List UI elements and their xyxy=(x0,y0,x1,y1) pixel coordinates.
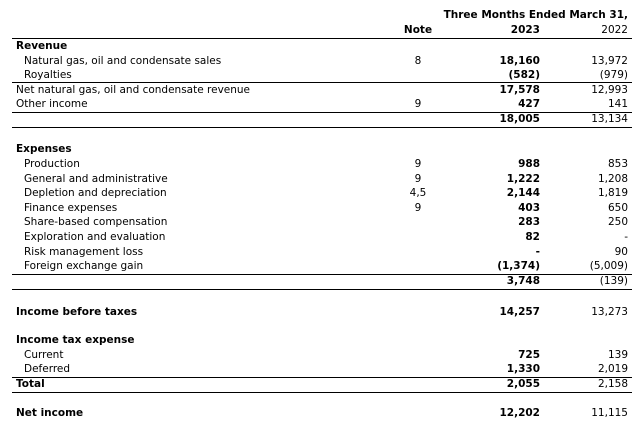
amount-2022: 1,819 xyxy=(597,187,628,199)
row-label: Depletion and depreciation xyxy=(24,187,167,199)
amount-2022: 13,972 xyxy=(591,55,628,67)
note-ref: 4,5 xyxy=(409,187,427,199)
year-heading: 2022 xyxy=(601,24,628,36)
amount-2022: 2,019 xyxy=(597,363,628,375)
row-label: Expenses xyxy=(16,143,72,155)
amount-2022: (139) xyxy=(599,275,628,287)
year-heading: 2023 xyxy=(510,24,540,36)
row-label: Total xyxy=(16,378,45,390)
amount-2022: (5,009) xyxy=(589,260,628,272)
amount-2022: 139 xyxy=(607,349,628,361)
row-label: Net natural gas, oil and condensate reve… xyxy=(16,84,251,96)
amount-2023: 1,330 xyxy=(506,363,540,375)
amount-2023: 18,005 xyxy=(499,113,540,125)
note-ref: 9 xyxy=(414,202,422,214)
amount-2023: 2,055 xyxy=(506,378,540,390)
rule xyxy=(12,127,632,128)
amount-2023: 82 xyxy=(525,231,540,243)
amount-2023: 988 xyxy=(518,158,540,170)
row-label: Revenue xyxy=(16,40,68,52)
amount-2023: 283 xyxy=(518,216,540,228)
note-ref: 9 xyxy=(414,173,422,185)
note-ref: 9 xyxy=(414,98,422,110)
row-label: Income before taxes xyxy=(16,306,138,318)
row-label: General and administrative xyxy=(24,173,168,185)
amount-2022: - xyxy=(624,231,628,243)
rule xyxy=(12,38,632,39)
row-label: Natural gas, oil and condensate sales xyxy=(24,55,222,67)
rule xyxy=(12,289,632,290)
rule xyxy=(12,112,632,113)
row-label: Exploration and evaluation xyxy=(24,231,166,243)
row-label: Foreign exchange gain xyxy=(24,260,144,272)
amount-2023: 2,144 xyxy=(506,187,540,199)
amount-2023: 17,578 xyxy=(499,84,540,96)
note-ref: 8 xyxy=(414,55,422,67)
amount-2023: (582) xyxy=(508,69,540,81)
amount-2023: 725 xyxy=(518,349,540,361)
row-label: Risk management loss xyxy=(24,246,144,258)
amount-2022: 141 xyxy=(607,98,628,110)
amount-2022: 2,158 xyxy=(597,378,628,390)
row-label: Share-based compensation xyxy=(24,216,168,228)
row-label: Production xyxy=(24,158,80,170)
amount-2022: 90 xyxy=(614,246,628,258)
amount-2023: (1,374) xyxy=(497,260,540,272)
period-heading: Three Months Ended March 31, xyxy=(443,9,628,21)
amount-2022: 650 xyxy=(607,202,628,214)
amount-2023: 403 xyxy=(518,202,540,214)
amount-2023: 1,222 xyxy=(506,173,540,185)
amount-2022: 1,208 xyxy=(597,173,628,185)
amount-2022: 13,134 xyxy=(591,113,628,125)
rule xyxy=(12,82,632,83)
amount-2022: 11,115 xyxy=(591,407,628,419)
note-heading: Note xyxy=(403,24,433,36)
row-label: Deferred xyxy=(24,363,71,375)
row-label: Current xyxy=(24,349,64,361)
row-label: Income tax expense xyxy=(16,334,135,346)
amount-2022: 250 xyxy=(607,216,628,228)
amount-2023: 3,748 xyxy=(506,275,540,287)
amount-2022: (979) xyxy=(599,69,628,81)
row-label: Net income xyxy=(16,407,84,419)
note-ref: 9 xyxy=(414,158,422,170)
amount-2023: 14,257 xyxy=(499,306,540,318)
rule xyxy=(12,377,632,378)
amount-2023: 12,202 xyxy=(499,407,540,419)
amount-2023: - xyxy=(535,246,540,258)
amount-2022: 12,993 xyxy=(591,84,628,96)
row-label: Other income xyxy=(16,98,88,110)
amount-2022: 13,273 xyxy=(591,306,628,318)
amount-2023: 427 xyxy=(518,98,540,110)
rule xyxy=(12,392,632,393)
row-label: Finance expenses xyxy=(24,202,118,214)
amount-2022: 853 xyxy=(607,158,628,170)
amount-2023: 18,160 xyxy=(499,55,540,67)
rule xyxy=(12,274,632,275)
row-label: Royalties xyxy=(24,69,72,81)
